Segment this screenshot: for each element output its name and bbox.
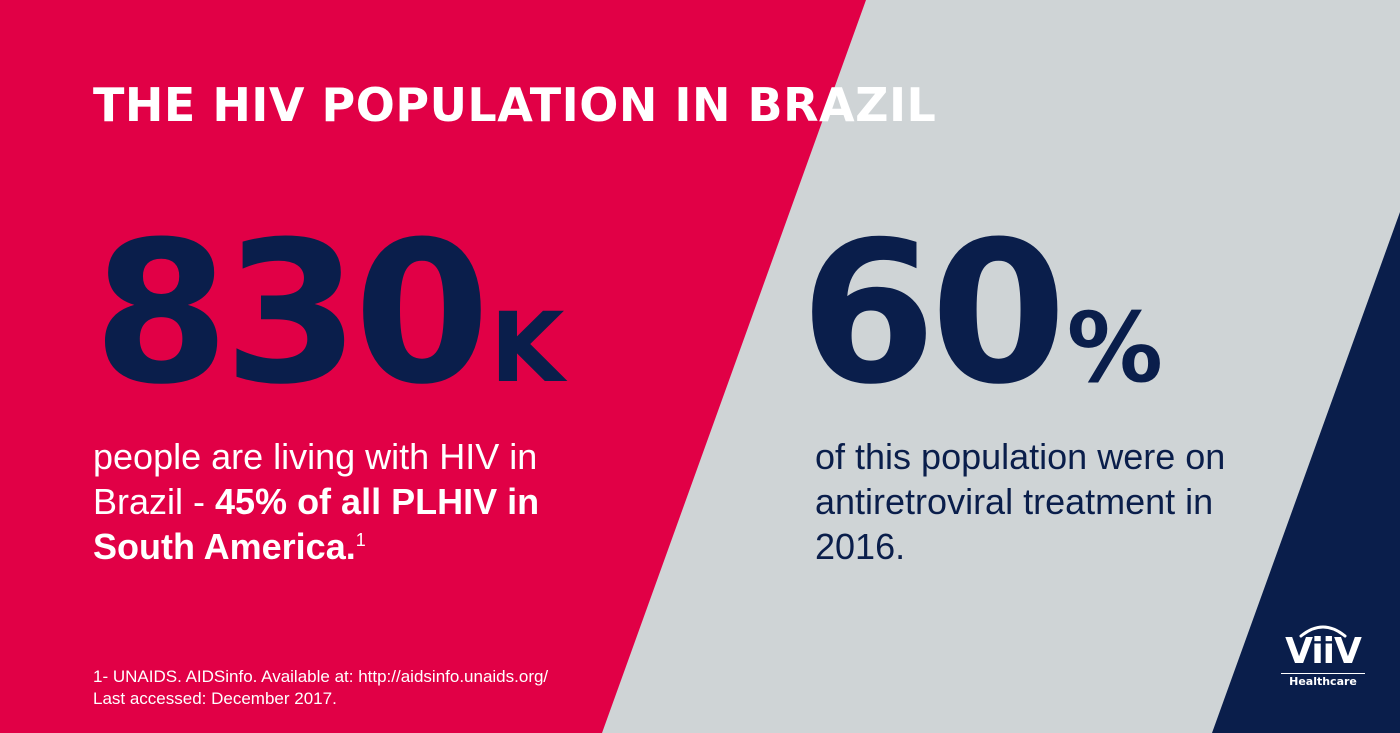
stat-left-description-regular: people are living with HIV in Brazil - — [93, 436, 538, 522]
stat-left-unit: K — [490, 292, 565, 404]
logo-subtitle: Healthcare — [1281, 673, 1365, 688]
footnote-line-2: Last accessed: December 2017. — [93, 689, 337, 708]
stat-treatment-coverage: 60% — [800, 216, 1163, 412]
page-title: THE HIV POPULATION IN BRAZIL — [93, 78, 937, 132]
stat-right-unit: % — [1066, 292, 1163, 404]
stat-right-number: 60 — [800, 200, 1067, 428]
viiv-healthcare-logo: ViiV Healthcare — [1277, 622, 1369, 690]
navy-panel — [1212, 212, 1400, 733]
logo-arc-icon — [1299, 625, 1347, 638]
stat-people-living-with-hiv: 830K — [93, 216, 565, 412]
stat-left-number: 830 — [93, 200, 490, 428]
stat-left-description-bold: 45% of all PLHIV in South America. — [93, 481, 540, 567]
source-footnote: 1- UNAIDS. AIDSinfo. Available at: http:… — [93, 666, 548, 710]
footnote-marker: 1 — [355, 530, 366, 550]
logo-wordmark: ViiV — [1285, 631, 1362, 672]
stat-right-description: of this population were on antiretrovira… — [815, 436, 1226, 567]
footnote-line-1: 1- UNAIDS. AIDSinfo. Available at: http:… — [93, 667, 549, 686]
crimson-panel — [0, 0, 866, 733]
stat-left-description: people are living with HIV in Brazil - 4… — [93, 434, 593, 569]
